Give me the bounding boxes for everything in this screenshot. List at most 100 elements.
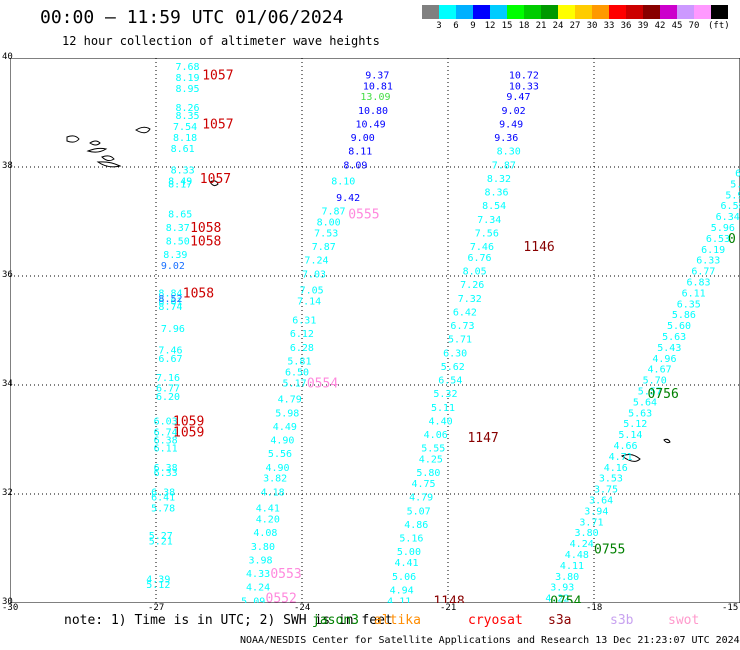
wave-height-value: 6.74 xyxy=(154,427,178,438)
longitude-label: -21 xyxy=(440,603,457,613)
wave-height-value: 5.86 xyxy=(672,310,696,321)
scale-swatch xyxy=(456,5,473,19)
wave-height-value: 5.12 xyxy=(146,580,170,591)
island-sao-miguel xyxy=(135,126,151,134)
wave-height-value: 7.53 xyxy=(314,228,338,239)
pass-id-label: 1058 xyxy=(190,235,221,250)
wave-height-value: 4.71 xyxy=(609,452,633,463)
wave-height-value: 4.24 xyxy=(570,539,594,550)
wave-height-value: 4.39 xyxy=(146,574,170,585)
wave-height-value: 6.11 xyxy=(154,444,178,455)
wave-height-value: 5.12 xyxy=(623,419,647,430)
wave-height-value: 8.00 xyxy=(317,218,341,229)
wave-height-value: 7.96 xyxy=(161,324,185,335)
wave-height-value: 10.81 xyxy=(363,81,393,92)
wave-height-value: 5.57 xyxy=(638,386,662,397)
scale-swatch xyxy=(575,5,592,19)
scale-label: 45 xyxy=(671,21,683,31)
longitude-label: -18 xyxy=(586,603,603,613)
wave-height-value: 6.50 xyxy=(285,367,309,378)
legend-swot: swot xyxy=(668,613,700,628)
longitude-label: -27 xyxy=(148,603,165,613)
wave-height-value: 6.31 xyxy=(292,316,316,327)
wave-height-value: 8.84 xyxy=(158,288,182,299)
wave-height-value: 6.12 xyxy=(290,329,314,340)
island-faial xyxy=(101,155,115,162)
wave-height-value: 3.75 xyxy=(594,485,618,496)
wave-height-value: 6.33 xyxy=(696,256,720,267)
scale-label: 24 xyxy=(552,21,564,31)
wave-height-value: 8.18 xyxy=(173,133,197,144)
wave-height-value: 3.80 xyxy=(251,542,275,553)
legend-altika: altika xyxy=(374,613,421,628)
wave-height-value: 8.61 xyxy=(171,144,195,155)
wave-height-value: 6.33 xyxy=(154,468,178,479)
wave-height-value: 7.16 xyxy=(156,373,180,384)
wave-height-value: 4.41 xyxy=(394,558,418,569)
wave-height-value: 7.87 xyxy=(321,207,345,218)
wave-height-value: 6.41 xyxy=(151,493,175,504)
wave-height-value: 8.30 xyxy=(497,147,521,158)
wave-height-value: 8.49 xyxy=(168,177,192,188)
wave-height-value: 4.94 xyxy=(390,585,414,596)
wave-height-value: 7.46 xyxy=(158,346,182,357)
color-scale-unit: (ft) xyxy=(708,21,730,31)
pass-id-label: 1057 xyxy=(202,117,233,132)
wave-height-value: 4.90 xyxy=(266,463,290,474)
scale-label: 36 xyxy=(620,21,632,31)
scale-swatch xyxy=(439,5,456,19)
pass-id-label: 1059 xyxy=(173,414,204,429)
scale-swatch xyxy=(473,5,490,19)
wave-height-value: 8.26 xyxy=(175,103,199,114)
wave-height-value: 6.28 xyxy=(290,343,314,354)
wave-height-value: 6.30 xyxy=(443,348,467,359)
wave-height-value: 9.49 xyxy=(499,119,523,130)
scale-label: 33 xyxy=(603,21,615,31)
wave-height-value: 6.38 xyxy=(154,463,178,474)
note-text: note: 1) Time is in UTC; 2) SWH is in fe… xyxy=(64,613,393,628)
scale-swatch xyxy=(422,5,439,19)
wave-height-value: 7.46 xyxy=(470,242,494,253)
scale-label: 15 xyxy=(501,21,513,31)
wave-height-value: 13.09 xyxy=(360,92,390,103)
latitude-label: 34 xyxy=(2,379,13,389)
wave-height-value: 8.10 xyxy=(331,177,355,188)
wave-height-value: 7.24 xyxy=(304,256,328,267)
wave-height-value: 9.47 xyxy=(506,92,530,103)
scale-label: 39 xyxy=(637,21,649,31)
wave-height-value: 3.80 xyxy=(555,572,579,583)
wave-height-value: 6.58 xyxy=(721,201,740,212)
wave-height-value: 8.37 xyxy=(166,223,190,234)
wave-height-value: 5.07 xyxy=(407,506,431,517)
wave-height-value: 5.27 xyxy=(149,531,173,542)
wave-height-value: 8.19 xyxy=(175,73,199,84)
latitude-label: 38 xyxy=(2,161,13,171)
wave-height-value: 9.37 xyxy=(365,70,389,81)
scale-label: 70 xyxy=(688,21,700,31)
scale-label: 27 xyxy=(569,21,581,31)
scale-swatch xyxy=(524,5,541,19)
scale-swatch xyxy=(507,5,524,19)
pass-id-label: 0 xyxy=(728,232,736,247)
wave-height-value: 6.38 xyxy=(154,436,178,447)
scale-swatch xyxy=(643,5,660,19)
wave-height-value: 6.67 xyxy=(158,354,182,365)
scale-swatch xyxy=(677,5,694,19)
island-santa-maria xyxy=(209,180,219,187)
wave-height-value: 7.87 xyxy=(312,242,336,253)
wave-height-value: 4.41 xyxy=(256,504,280,515)
legend-s3a: s3a xyxy=(548,613,572,628)
scale-swatch xyxy=(541,5,558,19)
scale-swatch xyxy=(490,5,507,19)
wave-height-value: 4.40 xyxy=(429,416,453,427)
map-frame xyxy=(10,58,740,603)
wave-height-value: 5.56 xyxy=(268,449,292,460)
pass-id-label: 0553 xyxy=(270,567,301,582)
island-graciosa xyxy=(89,140,101,146)
scale-label: 6 xyxy=(453,21,459,31)
page-title: 00:00 – 11:59 UTC 01/06/2024 xyxy=(40,7,344,28)
wave-height-value: 5.11 xyxy=(431,403,455,414)
pass-id-label: 0552 xyxy=(266,592,297,603)
wave-height-value: 8.95 xyxy=(175,84,199,95)
